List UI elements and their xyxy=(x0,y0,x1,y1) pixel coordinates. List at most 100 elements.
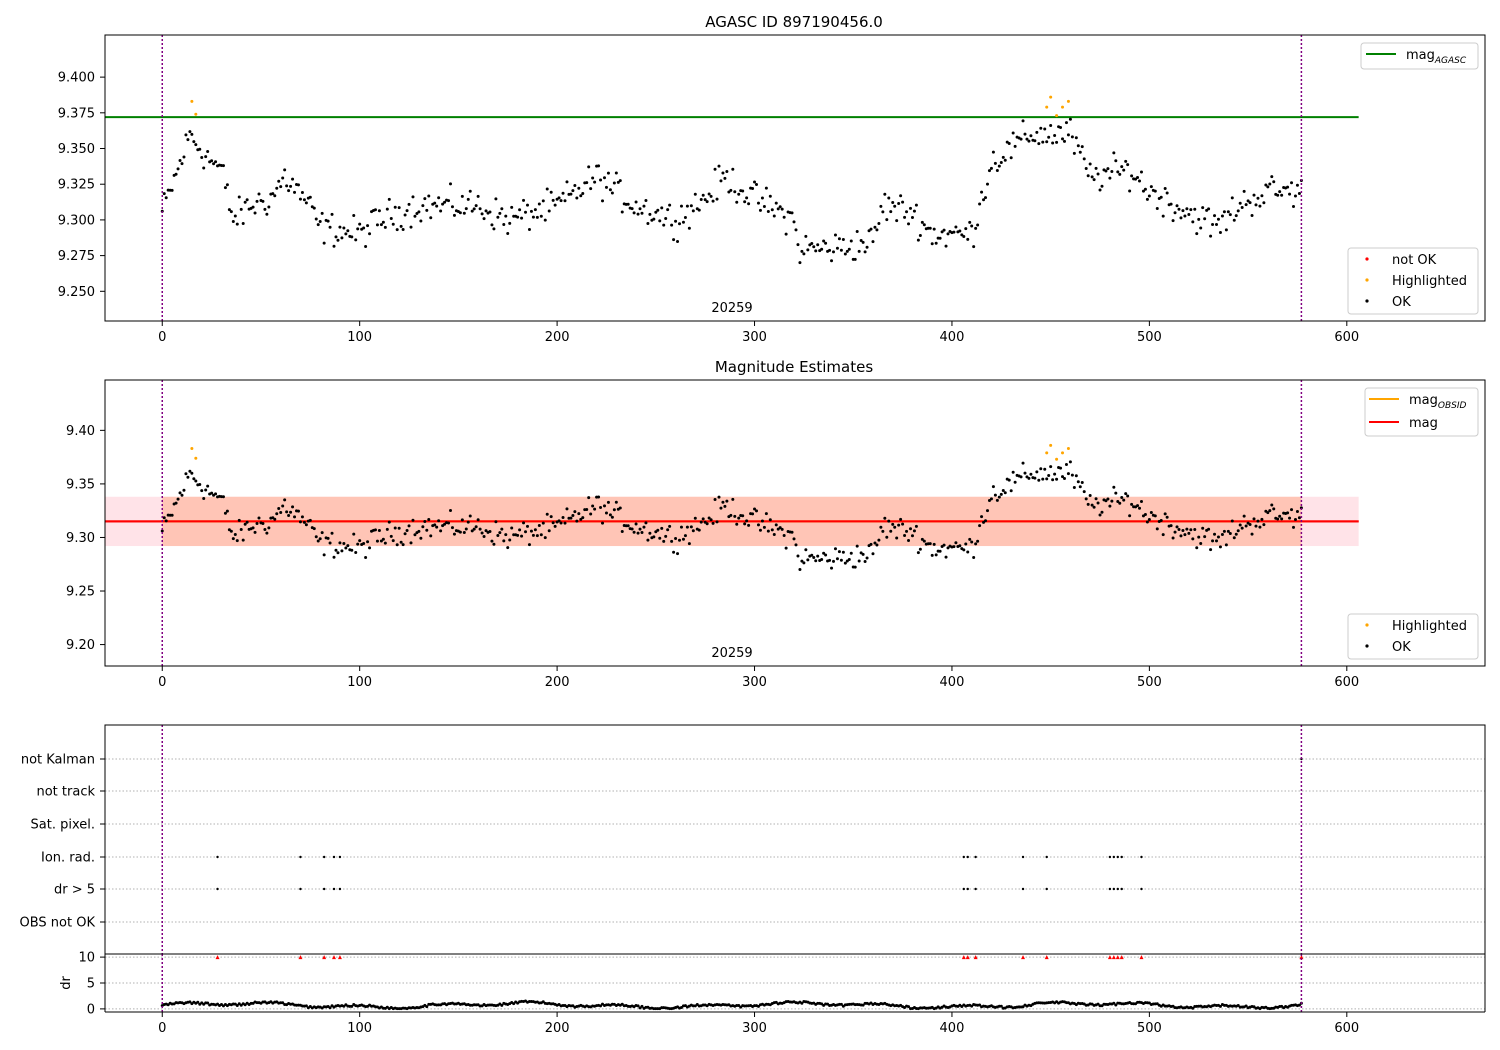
ok-point xyxy=(522,521,526,525)
ok-point xyxy=(1023,132,1027,136)
data-points xyxy=(160,443,1303,571)
ok-point xyxy=(689,525,693,529)
ok-point xyxy=(300,515,304,519)
ok-point xyxy=(427,194,431,198)
ok-point xyxy=(774,523,778,527)
ok-point xyxy=(679,525,683,529)
dr-point xyxy=(500,1003,504,1007)
ok-point xyxy=(751,187,755,191)
ok-point xyxy=(579,517,583,521)
ok-point xyxy=(346,544,350,548)
ok-point xyxy=(379,223,383,227)
ok-point xyxy=(547,529,551,533)
ok-point xyxy=(976,223,980,227)
ok-point xyxy=(192,477,196,481)
ok-point xyxy=(298,520,302,524)
ok-point xyxy=(291,177,295,181)
legend-swatch-not-ok xyxy=(1365,257,1369,261)
ok-point xyxy=(1078,150,1082,154)
ok-point xyxy=(204,488,208,492)
ok-point xyxy=(745,519,749,523)
ok-point xyxy=(261,199,265,203)
y-tick-label: 9.400 xyxy=(58,71,95,86)
ok-point xyxy=(972,556,976,560)
ok-point xyxy=(223,511,227,515)
flag-point xyxy=(1116,887,1119,891)
ok-point xyxy=(1220,214,1224,218)
ok-point xyxy=(618,179,622,183)
ok-point xyxy=(1092,178,1096,182)
legend-markers: not OK Highlighted OK xyxy=(1347,247,1479,315)
ok-point xyxy=(656,528,660,532)
ok-point xyxy=(733,514,737,518)
ok-point xyxy=(1029,472,1033,476)
magnitude-estimates-panel: Magnitude Estimates 20259 0 100 200 300 400 5… xyxy=(66,358,1486,690)
ok-point xyxy=(395,543,399,547)
ok-point xyxy=(670,539,674,543)
ok-point xyxy=(332,244,336,248)
ok-point xyxy=(1278,190,1282,194)
ok-point xyxy=(561,515,565,519)
ok-point xyxy=(334,235,338,239)
x-tick-label: 500 xyxy=(1137,675,1162,690)
ok-point xyxy=(602,504,606,508)
ok-point xyxy=(703,198,707,202)
ok-point xyxy=(1122,168,1126,172)
ok-point xyxy=(885,218,889,222)
ok-point xyxy=(537,524,541,528)
ok-point xyxy=(1041,140,1045,144)
ok-point xyxy=(411,195,415,199)
ok-point xyxy=(1295,509,1299,513)
ok-point xyxy=(178,158,182,162)
ok-point xyxy=(364,555,368,559)
ok-point xyxy=(944,244,948,248)
ok-point xyxy=(334,548,338,552)
ok-point xyxy=(225,183,229,187)
ok-point xyxy=(1076,480,1080,484)
ok-point xyxy=(1234,532,1238,536)
ok-point xyxy=(1189,528,1193,532)
ok-point xyxy=(539,533,543,537)
dr-point xyxy=(541,1000,545,1004)
ok-point xyxy=(606,171,610,175)
ok-point xyxy=(1134,177,1138,181)
ok-point xyxy=(642,204,646,208)
ok-point xyxy=(1039,467,1043,471)
ok-point xyxy=(782,215,786,219)
ok-point xyxy=(316,223,320,227)
ok-point xyxy=(435,204,439,208)
ok-point xyxy=(614,500,618,504)
ok-point xyxy=(342,226,346,230)
flag-point xyxy=(1120,887,1123,891)
flag-label: dr > 5 xyxy=(54,883,95,898)
ok-point xyxy=(300,190,304,194)
ok-point xyxy=(385,527,389,531)
ok-point xyxy=(470,529,474,533)
ok-point xyxy=(593,507,597,511)
ok-point xyxy=(715,197,719,201)
ok-point xyxy=(385,207,389,211)
ok-point xyxy=(1153,514,1157,518)
ok-point xyxy=(725,170,729,174)
ok-point xyxy=(543,218,547,222)
ok-point xyxy=(664,534,668,538)
flag-point xyxy=(1021,855,1025,859)
dr-point xyxy=(1218,1004,1222,1008)
ok-point xyxy=(433,201,437,205)
y-tick-label: 9.30 xyxy=(66,531,95,546)
ok-point xyxy=(344,546,348,550)
ok-point xyxy=(354,238,358,242)
ok-point xyxy=(551,521,555,525)
ok-point xyxy=(407,524,411,528)
ok-point xyxy=(1173,211,1177,215)
ok-point xyxy=(1096,172,1100,176)
ok-point xyxy=(524,530,528,534)
ok-point xyxy=(914,524,918,528)
ok-point xyxy=(273,194,277,198)
ok-point xyxy=(1236,529,1240,533)
ok-point xyxy=(974,542,978,546)
ok-point xyxy=(1082,490,1086,494)
ok-point xyxy=(640,211,644,215)
ok-point xyxy=(792,220,796,224)
ok-point xyxy=(525,203,529,207)
